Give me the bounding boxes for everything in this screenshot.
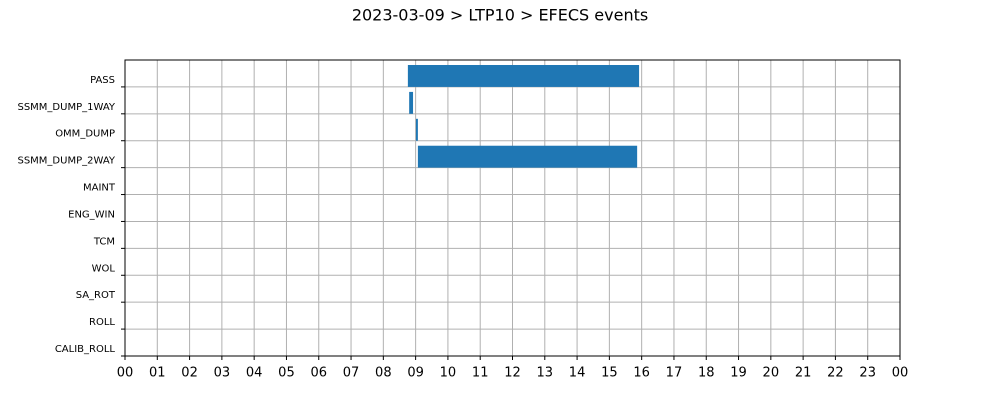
chart-title: 2023-03-09 > LTP10 > EFECS events	[352, 6, 648, 25]
y-tick-label: CALIB_ROLL	[55, 344, 116, 355]
y-tick-label: SA_ROT	[76, 290, 116, 301]
x-tick-label: 21	[795, 366, 812, 381]
x-tick-label: 09	[407, 366, 424, 381]
x-tick-label: 13	[537, 366, 554, 381]
x-tick-label: 02	[181, 366, 198, 381]
y-tick-label: MAINT	[83, 183, 116, 194]
x-tick-label: 15	[601, 366, 618, 381]
event-bar	[407, 65, 640, 87]
x-tick-label: 03	[214, 366, 231, 381]
y-tick-label: ENG_WIN	[68, 209, 115, 220]
x-tick-label: 23	[859, 366, 876, 381]
y-tick-label: OMM_DUMP	[55, 129, 115, 140]
y-tick-label: TCM	[93, 236, 115, 247]
x-tick-label: 12	[504, 366, 521, 381]
y-tick-label: WOL	[92, 263, 116, 274]
event-bar	[415, 118, 418, 141]
event-bar	[417, 145, 638, 168]
y-tick-label: SSMM_DUMP_1WAY	[17, 102, 115, 113]
x-tick-label: 10	[440, 366, 457, 381]
x-tick-label: 19	[730, 366, 747, 381]
x-tick-label: 01	[149, 366, 166, 381]
x-tick-label: 14	[569, 366, 586, 381]
x-tick-label: 17	[666, 366, 683, 381]
y-tick-label: PASS	[90, 75, 115, 86]
y-tick-label: ROLL	[89, 317, 115, 328]
y-tick-label: SSMM_DUMP_2WAY	[17, 156, 115, 167]
x-tick-label: 20	[763, 366, 780, 381]
plot-frame	[124, 59, 901, 357]
x-tick-label: 16	[633, 366, 650, 381]
x-tick-label: 00	[117, 366, 134, 381]
x-tick-label: 11	[472, 366, 489, 381]
x-tick-label: 08	[375, 366, 392, 381]
x-tick-label: 18	[698, 366, 715, 381]
x-tick-label: 22	[827, 366, 844, 381]
x-tick-label: 06	[310, 366, 327, 381]
x-tick-label: 07	[343, 366, 360, 381]
x-tick-label: 05	[278, 366, 295, 381]
event-bar	[409, 91, 414, 114]
x-tick-label: 04	[246, 366, 263, 381]
x-tick-label: 00	[892, 366, 909, 381]
